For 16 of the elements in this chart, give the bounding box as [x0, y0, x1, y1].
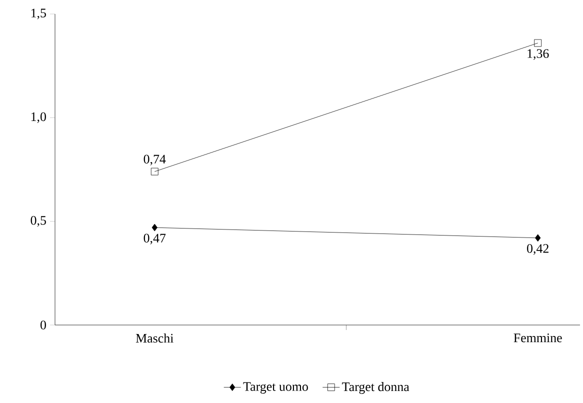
y-tick-label: 0: [40, 320, 46, 330]
point: [534, 39, 542, 47]
data-label: 0,47: [144, 234, 166, 244]
legend-label: Target uomo: [243, 382, 308, 394]
y-tick-label: 0,5: [30, 216, 46, 227]
data-label: 1,36: [528, 49, 549, 60]
data-label: 0,74: [144, 154, 166, 166]
legend-label: Target donna: [342, 382, 410, 394]
point: [535, 234, 541, 242]
point: [150, 168, 158, 176]
y-tick-label: 1,5: [31, 8, 46, 20]
data-label: 0,42: [527, 244, 548, 255]
y-tick-label: 1,0: [31, 112, 46, 123]
x-tick-label: Maschi: [136, 334, 174, 343]
x-tick-label: Femmine: [514, 334, 562, 342]
point: [152, 224, 158, 232]
